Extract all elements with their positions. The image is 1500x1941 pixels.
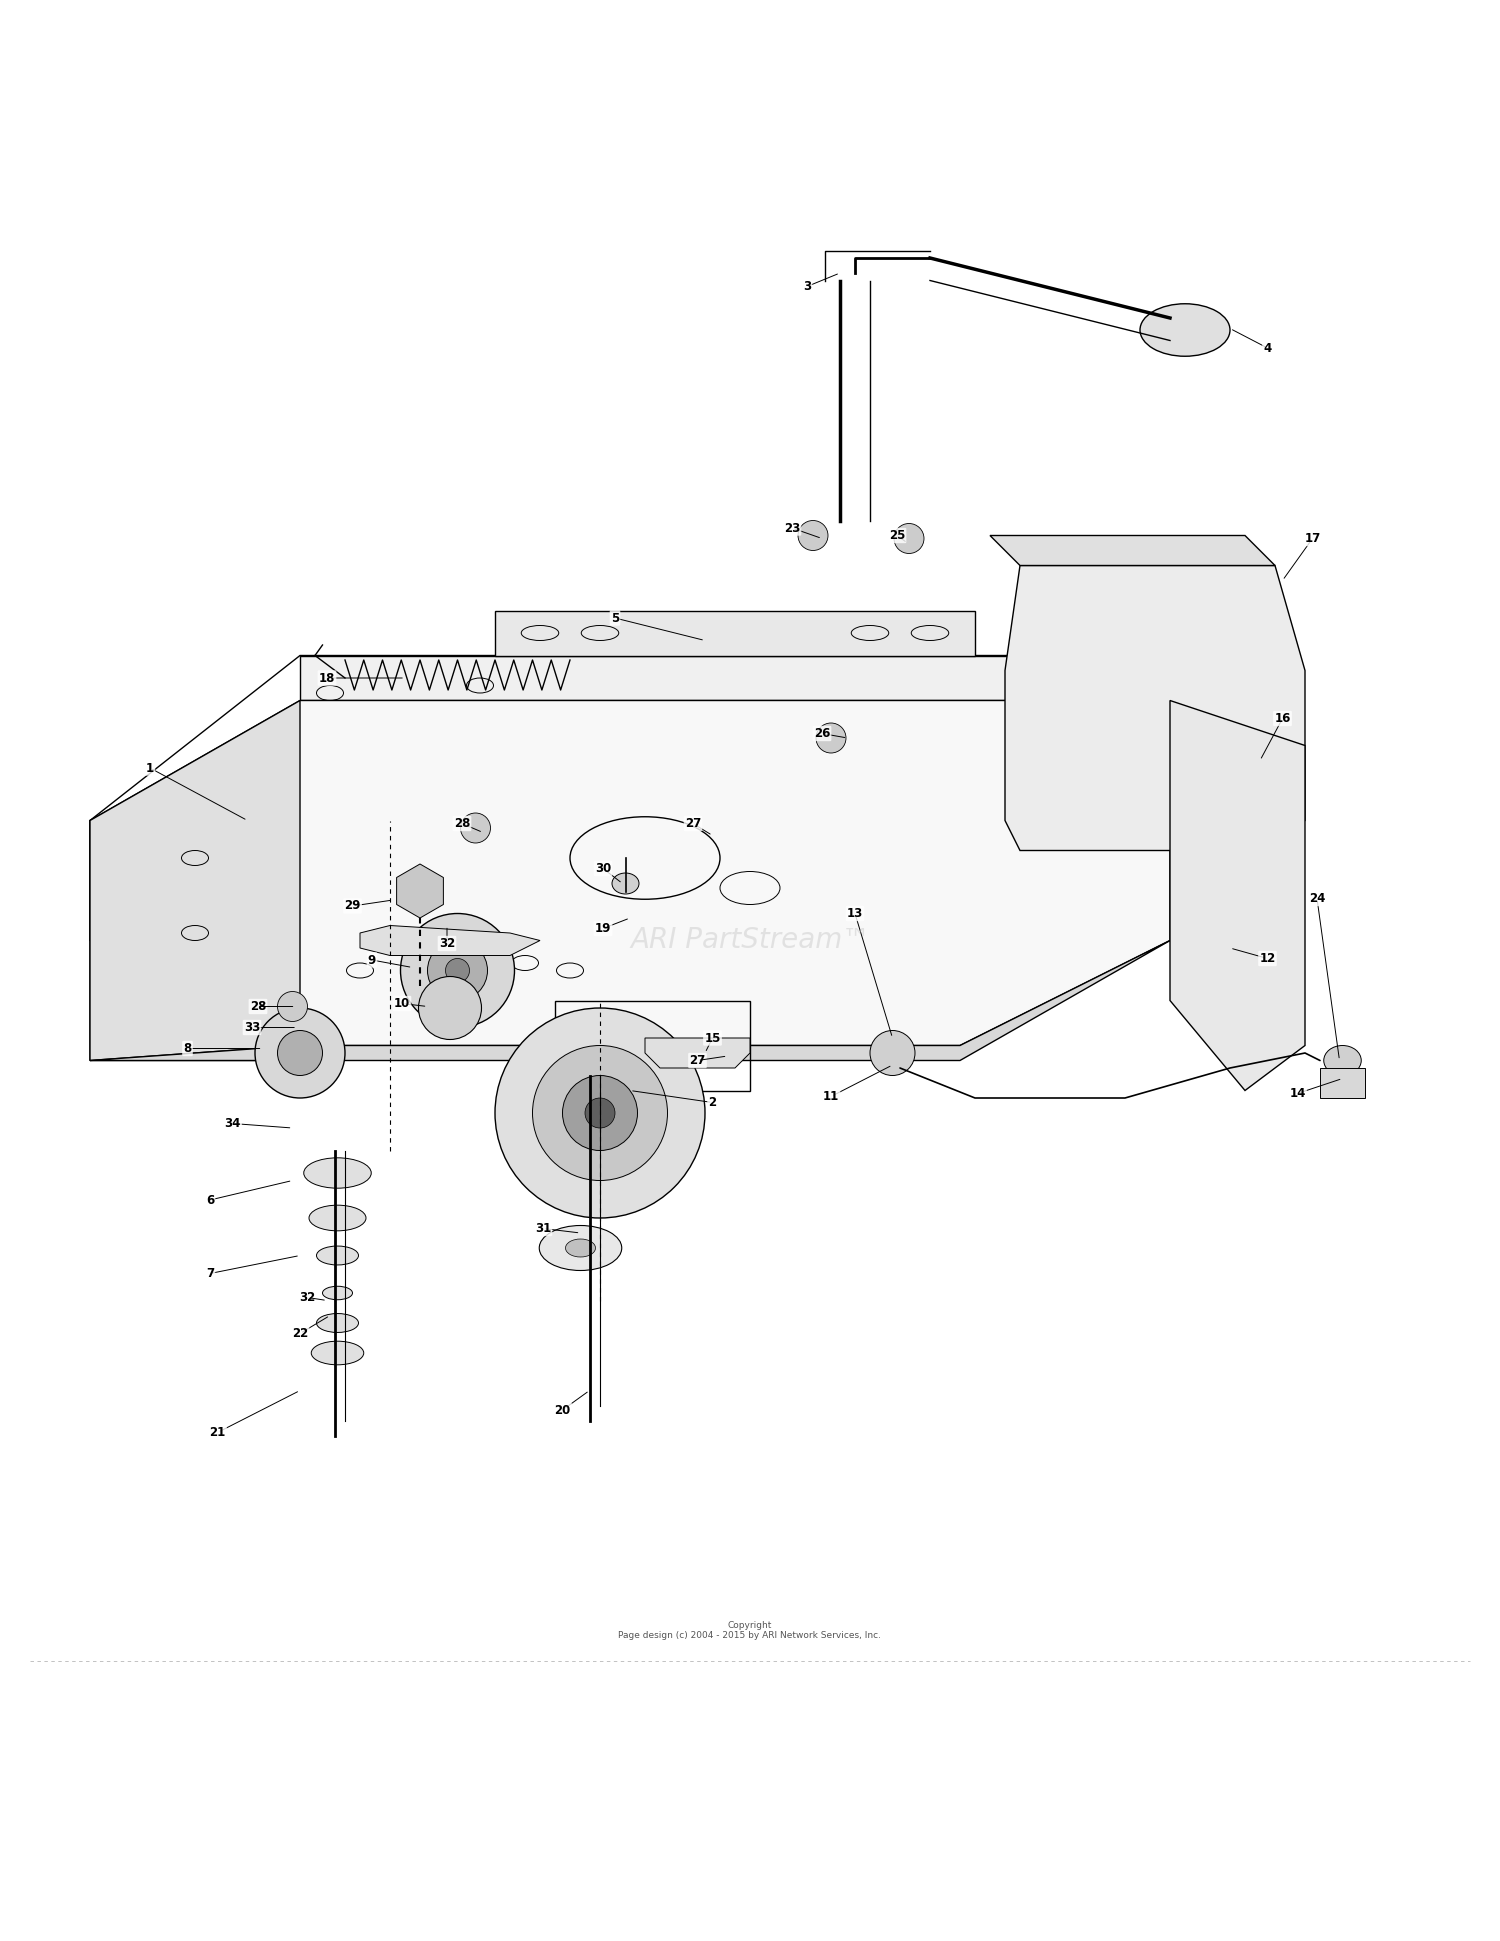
Ellipse shape [316,1246,358,1266]
Circle shape [894,524,924,553]
Polygon shape [300,656,1170,701]
Ellipse shape [1323,1046,1362,1075]
Text: 26: 26 [815,728,830,740]
Text: 34: 34 [225,1116,240,1130]
Ellipse shape [540,1225,621,1271]
Polygon shape [1005,565,1305,850]
Text: 32: 32 [300,1291,315,1304]
Circle shape [278,992,308,1021]
Circle shape [532,1046,668,1180]
Text: 21: 21 [210,1427,225,1438]
Text: 5: 5 [610,611,620,625]
Circle shape [816,722,846,753]
Text: 30: 30 [596,862,610,875]
Text: 31: 31 [536,1223,550,1234]
Text: 32: 32 [440,938,454,949]
Circle shape [446,959,470,982]
Text: 8: 8 [183,1042,192,1056]
Polygon shape [1170,701,1305,1091]
Polygon shape [90,701,300,1060]
Text: 22: 22 [292,1328,308,1339]
Text: 11: 11 [824,1091,839,1102]
Text: 27: 27 [686,817,700,831]
Ellipse shape [322,1287,352,1300]
Text: 17: 17 [1305,532,1320,545]
Polygon shape [645,1038,750,1068]
Text: 20: 20 [555,1403,570,1417]
Text: 28: 28 [454,817,470,831]
Text: 7: 7 [206,1267,214,1279]
Ellipse shape [255,1007,345,1099]
Ellipse shape [612,873,639,895]
Ellipse shape [278,1031,322,1075]
Polygon shape [990,536,1275,565]
Text: Copyright
Page design (c) 2004 - 2015 by ARI Network Services, Inc.: Copyright Page design (c) 2004 - 2015 by… [618,1621,882,1640]
Text: ARI PartStream™: ARI PartStream™ [630,926,870,955]
Text: 6: 6 [206,1194,214,1207]
Text: 33: 33 [244,1021,260,1035]
Text: 13: 13 [847,906,862,920]
Circle shape [495,1007,705,1219]
Text: 9: 9 [368,953,376,967]
Text: 27: 27 [690,1054,705,1068]
Ellipse shape [419,976,482,1040]
Text: 15: 15 [705,1031,720,1044]
Circle shape [870,1031,915,1075]
Text: 19: 19 [596,922,610,936]
Ellipse shape [316,1314,358,1332]
Text: 24: 24 [1310,893,1324,905]
Circle shape [798,520,828,551]
Polygon shape [90,941,1170,1060]
Text: 1: 1 [146,761,154,774]
Circle shape [427,941,488,1000]
Text: 23: 23 [784,522,800,534]
Ellipse shape [309,1205,366,1231]
Text: 25: 25 [890,530,904,542]
Text: 2: 2 [708,1097,717,1108]
Polygon shape [495,611,975,656]
Text: 16: 16 [1275,712,1290,726]
Text: 18: 18 [320,672,334,685]
Circle shape [562,1075,638,1151]
Ellipse shape [303,1159,372,1188]
Ellipse shape [566,1238,596,1258]
Circle shape [400,914,514,1027]
Ellipse shape [312,1341,363,1365]
Circle shape [460,813,490,842]
Circle shape [585,1099,615,1128]
Text: 3: 3 [802,280,812,293]
Text: 4: 4 [1263,342,1272,355]
Text: 29: 29 [345,899,360,912]
Text: 28: 28 [251,1000,266,1013]
Ellipse shape [1140,303,1230,357]
Polygon shape [90,701,1170,1046]
Polygon shape [1320,1068,1365,1099]
Text: 12: 12 [1260,951,1275,965]
Text: 14: 14 [1290,1087,1305,1101]
Polygon shape [360,926,540,955]
Text: 10: 10 [394,998,410,1009]
